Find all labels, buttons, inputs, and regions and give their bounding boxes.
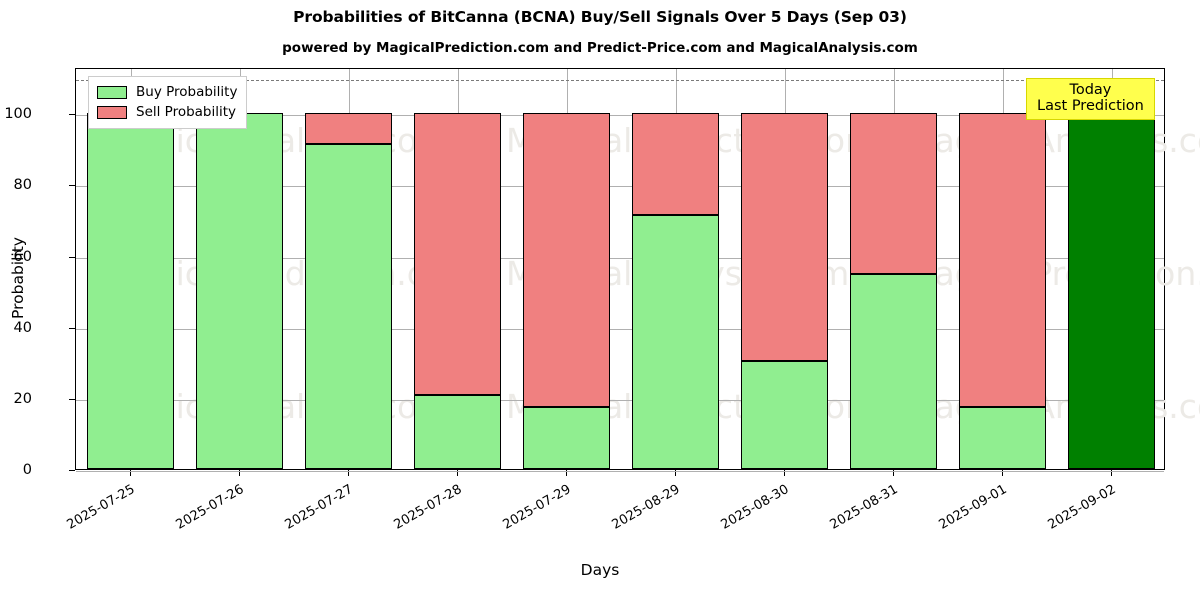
- watermark-text: MagicalAnalysis.com: [906, 387, 1200, 426]
- x-axis-tick-mark: [784, 470, 785, 476]
- x-axis-tick-mark: [457, 470, 458, 476]
- legend-item-label: Buy Probability: [136, 84, 238, 100]
- bar-segment-sell[interactable]: [632, 113, 719, 216]
- bar-group[interactable]: [414, 67, 501, 469]
- x-axis-tick-mark: [239, 470, 240, 476]
- bar-segment-sell[interactable]: [741, 113, 828, 361]
- y-axis-tick-label: 0: [22, 462, 32, 478]
- y-axis-label: Probability: [9, 237, 27, 319]
- y-axis-tick-mark: [69, 398, 75, 400]
- bar-segment-buy[interactable]: [87, 113, 174, 469]
- gridline-horizontal: [76, 471, 1164, 472]
- bar-segment-sell[interactable]: [850, 113, 937, 275]
- y-axis-tick-label: 40: [13, 319, 32, 336]
- y-axis-tick-label: 60: [13, 248, 32, 265]
- gridline-horizontal: [76, 328, 1164, 330]
- gridline-horizontal: [76, 115, 1164, 117]
- bar-group[interactable]: [741, 67, 828, 469]
- today-annotation: Today Last Prediction: [1026, 78, 1155, 121]
- legend-item[interactable]: Sell Probability: [97, 102, 237, 122]
- x-axis-tick-mark: [1002, 470, 1003, 476]
- bar-segment-sell[interactable]: [414, 113, 501, 395]
- y-axis-tick-label: 80: [13, 177, 32, 194]
- x-axis-tick-mark: [675, 470, 676, 476]
- bar-segment-buy[interactable]: [414, 394, 501, 469]
- bar-group[interactable]: [850, 67, 937, 469]
- bar-group[interactable]: [1068, 67, 1155, 469]
- x-axis-tick-mark: [348, 470, 349, 476]
- chart-title: Probabilities of BitCanna (BCNA) Buy/Sel…: [293, 8, 907, 26]
- bar-group[interactable]: [632, 67, 719, 469]
- today-annotation-line1: Today: [1069, 82, 1112, 98]
- watermark-text: MagicalPrediction.com: [906, 254, 1200, 293]
- y-axis-tick-mark: [69, 470, 75, 471]
- gridline-horizontal: [76, 399, 1164, 401]
- y-axis-tick-label: 20: [13, 390, 32, 407]
- y-axis-tick-mark: [69, 256, 75, 258]
- bar-segment-today[interactable]: [1068, 113, 1155, 469]
- bar-segment-buy[interactable]: [305, 144, 392, 469]
- bar-group[interactable]: [305, 67, 392, 469]
- chart-legend: Buy Probability Sell Probability: [88, 76, 248, 129]
- x-axis-tick-mark: [1111, 470, 1112, 476]
- watermark-text: MagicalAnalysis.com: [906, 121, 1200, 160]
- legend-swatch-icon: [97, 85, 127, 99]
- bar-segment-buy[interactable]: [850, 274, 937, 469]
- bar-group[interactable]: [959, 67, 1046, 469]
- bar-segment-sell[interactable]: [305, 113, 392, 145]
- reference-line: [76, 79, 1164, 81]
- y-axis-tick-mark: [69, 327, 75, 329]
- legend-swatch-icon: [97, 105, 127, 119]
- x-axis-tick-mark: [566, 470, 567, 476]
- legend-item-label: Sell Probability: [136, 104, 237, 120]
- bar-segment-buy[interactable]: [741, 360, 828, 469]
- x-axis-tick-mark: [893, 470, 894, 476]
- x-axis-tick-mark: [130, 470, 131, 476]
- bar-group[interactable]: [196, 67, 283, 469]
- bar-segment-buy[interactable]: [959, 407, 1046, 469]
- y-axis-tick-label: 100: [4, 106, 32, 123]
- y-axis-tick-mark: [69, 185, 75, 187]
- chart-subtitle: powered by MagicalPrediction.com and Pre…: [282, 40, 918, 56]
- bar-group[interactable]: [87, 67, 174, 469]
- bar-segment-buy[interactable]: [632, 215, 719, 469]
- bar-segment-sell[interactable]: [959, 113, 1046, 408]
- gridline-horizontal: [76, 186, 1164, 188]
- legend-item[interactable]: Buy Probability: [97, 82, 237, 102]
- y-axis-tick-mark: [69, 114, 75, 116]
- today-annotation-line2: Last Prediction: [1037, 98, 1144, 115]
- bar-segment-buy[interactable]: [523, 407, 610, 469]
- bar-segment-buy[interactable]: [196, 113, 283, 469]
- bar-segment-sell[interactable]: [523, 113, 610, 408]
- x-axis-label: Days: [580, 561, 620, 579]
- bar-group[interactable]: [523, 67, 610, 469]
- gridline-horizontal: [76, 257, 1164, 259]
